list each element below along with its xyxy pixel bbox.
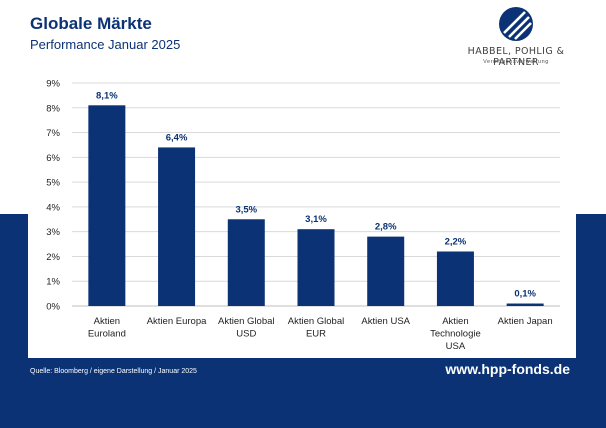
data-label: 6,4% — [166, 132, 188, 143]
y-tick-label: 5% — [46, 178, 60, 189]
x-tick-label: Aktien Japan — [498, 316, 553, 327]
data-label: 8,1% — [96, 90, 118, 101]
logo-tagline: Vermögensverwaltung — [483, 59, 549, 65]
y-tick-label: 2% — [46, 252, 60, 263]
bar — [88, 105, 126, 306]
y-tick-label: 6% — [46, 153, 60, 164]
y-tick-label: 3% — [46, 227, 60, 238]
bar — [506, 303, 544, 306]
x-tick-label: Aktien Technologie USA — [430, 316, 481, 352]
bar — [227, 219, 265, 306]
x-tick-label: Aktien Euroland — [88, 316, 126, 340]
company-logo: HABBEL, POHLIG & PARTNER Vermögensverwal… — [446, 6, 586, 68]
y-tick-label: 9% — [46, 79, 60, 90]
logo-mark-icon — [499, 7, 533, 41]
data-label: 0,1% — [514, 289, 536, 300]
data-label: 3,5% — [235, 204, 257, 215]
x-tick-label: Aktien Global USD — [218, 316, 275, 340]
x-tick-label: Aktien Global EUR — [288, 316, 345, 340]
y-tick-label: 4% — [46, 202, 60, 213]
logo-name: HABBEL, POHLIG & PARTNER — [467, 46, 565, 68]
data-label: 2,2% — [445, 236, 467, 247]
bar — [158, 147, 196, 306]
data-label: 3,1% — [305, 214, 327, 225]
x-tick-label: Aktien Europa — [147, 316, 207, 327]
page-title: Globale Märkte — [30, 14, 152, 33]
website-link[interactable]: www.hpp-fonds.de — [445, 361, 570, 377]
x-tick-label: Aktien USA — [361, 316, 410, 327]
y-tick-label: 1% — [46, 277, 60, 288]
data-label: 2,8% — [375, 222, 397, 233]
page-subtitle: Performance Januar 2025 — [30, 37, 181, 52]
bar — [297, 229, 335, 306]
y-tick-label: 0% — [46, 302, 60, 313]
source-note: Quelle: Bloomberg / eigene Darstellung /… — [30, 368, 197, 375]
bar — [436, 251, 474, 306]
bar — [367, 236, 405, 306]
y-tick-label: 8% — [46, 103, 60, 114]
y-tick-label: 7% — [46, 128, 60, 139]
